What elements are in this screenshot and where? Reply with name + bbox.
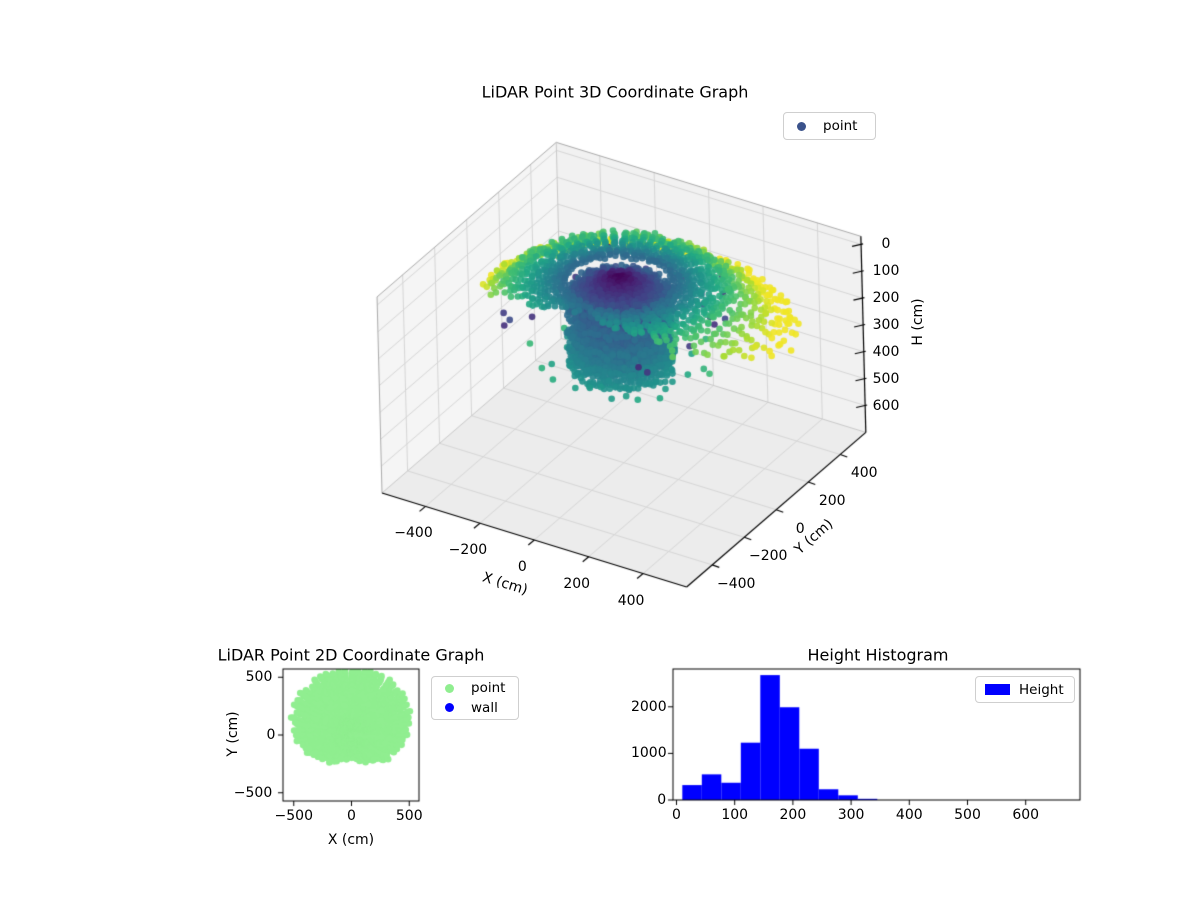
histogram-y-tick-label: 1000: [630, 745, 667, 762]
histogram-legend-row: Height: [976, 682, 1074, 698]
plot3d-x-tick-label: −400: [394, 525, 433, 542]
point-marker-icon: [445, 683, 454, 693]
plot3d-z-tick-label: 0: [881, 236, 891, 253]
plot3d-z-tick-label: 400: [872, 343, 900, 360]
histogram-x-tick-label: 500: [954, 807, 981, 823]
histogram-x-tick-label: 0: [672, 807, 681, 823]
histogram-y-tick-label: 2000: [630, 698, 667, 715]
plot3d-y-tick-label: −400: [717, 575, 756, 592]
plot2d-legend: point wall: [431, 676, 519, 720]
plot3d-x-tick-label: 400: [617, 592, 645, 609]
plot2d-legend-label-point: point: [471, 680, 506, 697]
plot3d-y-tick-label: 400: [850, 465, 878, 482]
plot3d-legend-label: point: [823, 118, 858, 134]
plot3d-y-tick-label: 200: [818, 493, 846, 510]
wall-marker-icon: [445, 703, 454, 713]
histogram-title: Height Histogram: [807, 645, 949, 665]
plot2d-title: LiDAR Point 2D Coordinate Graph: [217, 645, 485, 665]
plot2d-legend-label-wall: wall: [471, 699, 498, 716]
height-swatch-icon: [985, 684, 1010, 695]
plot3d-y-tick-label: 0: [795, 520, 805, 537]
histogram-y-tick-label: 0: [657, 792, 667, 808]
plot2d-y-tick-label: 0: [266, 727, 276, 743]
plot2d-x-tick-label: −500: [274, 808, 313, 824]
histogram-legend: Height: [975, 676, 1075, 703]
histogram-x-tick-label: 300: [837, 807, 865, 823]
plot2d-x-tick-label: 0: [347, 808, 356, 824]
histogram-legend-label: Height: [1019, 681, 1064, 698]
histogram-x-tick-label: 400: [895, 807, 923, 823]
plot3d-x-tick-label: 0: [517, 558, 527, 575]
plot3d-legend: point: [783, 112, 876, 140]
plot3d-z-tick-label: 300: [872, 316, 900, 333]
histogram-x-tick-label: 600: [1012, 807, 1040, 823]
plot3d-title: LiDAR Point 3D Coordinate Graph: [481, 82, 749, 102]
point-marker-icon: [797, 121, 806, 131]
plot2d-y-tick-label: 500: [245, 669, 273, 686]
plot2d-x-tick-label: 500: [395, 808, 423, 824]
plot2d-legend-row-point: point: [432, 680, 518, 696]
histogram-x-tick-label: 100: [721, 807, 749, 823]
plot3d-z-tick-label: 200: [872, 290, 900, 307]
plot2d-legend-row-wall: wall: [432, 700, 518, 716]
plot3d-z-tick-label: 500: [872, 370, 900, 387]
plot3d-y-tick-label: −200: [749, 548, 788, 565]
plot2d-y-axis-label: Y (cm): [225, 711, 241, 757]
plot2d-x-axis-label: X (cm): [327, 832, 375, 848]
plot3d-z-tick-label: 600: [872, 397, 900, 414]
plot2d-y-tick-label: −500: [233, 784, 273, 801]
plot3d-legend-row-point: point: [784, 118, 875, 134]
plot3d-z-axis-label: H (cm): [910, 298, 926, 346]
histogram-x-tick-label: 200: [779, 807, 807, 823]
plot3d-z-tick-label: 100: [872, 263, 900, 280]
plot3d-x-tick-label: 200: [563, 575, 591, 592]
plot3d-x-tick-label: −200: [448, 542, 488, 559]
